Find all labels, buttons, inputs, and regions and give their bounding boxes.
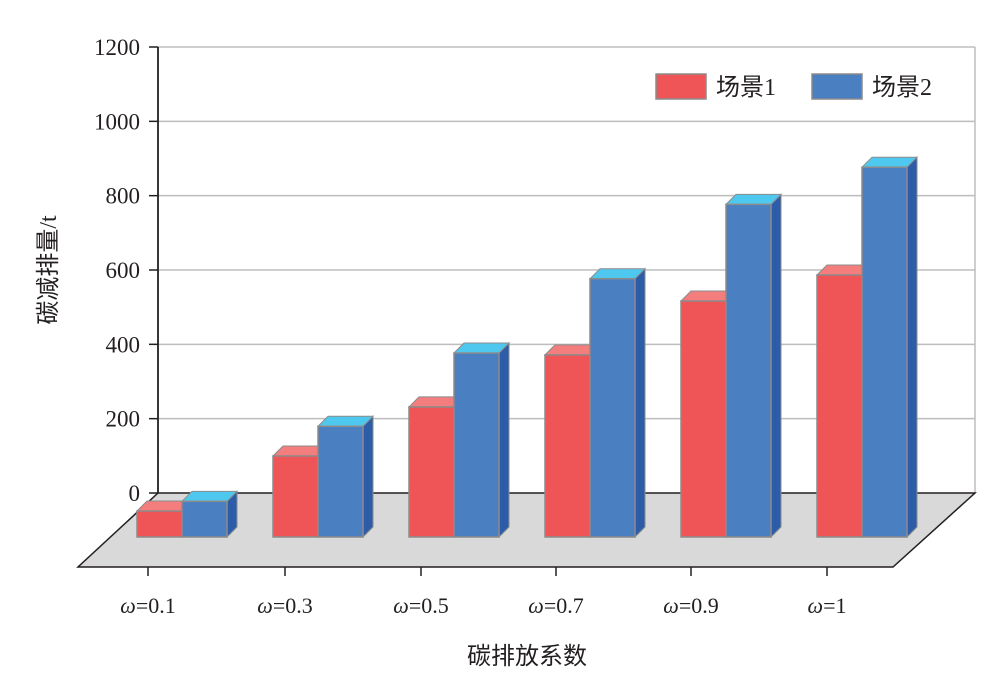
bar-front-face xyxy=(725,203,772,538)
y-tick-label: 1000 xyxy=(94,109,140,134)
legend-swatch xyxy=(811,73,863,100)
y-axis-title: 碳减排量/t xyxy=(35,215,62,325)
bar-side-face xyxy=(770,193,782,539)
x-tick-labels: ω=0.1 ω=0.3 ω=0.5 ω=0.7 ω=0.9 ω=1 xyxy=(120,593,846,618)
bar-front-face xyxy=(816,274,863,538)
bar-top-face xyxy=(180,490,239,502)
x-tick-label: ω=0.5 xyxy=(393,593,448,618)
bar-side-face xyxy=(906,155,918,539)
axes: 0 200 400 600 800 1000 1200 xyxy=(94,35,828,576)
x-tick-label: ω=0.7 xyxy=(528,593,583,618)
bars xyxy=(135,155,919,539)
x-axis-title: 碳排放系数 xyxy=(467,643,587,670)
bar-side-face xyxy=(498,341,510,539)
bar xyxy=(452,341,511,539)
bar-front-face xyxy=(136,510,183,538)
bar xyxy=(180,490,239,539)
y-tick-label: 800 xyxy=(106,184,141,209)
bar-front-face xyxy=(317,425,364,538)
x-tick-label: ω=0.9 xyxy=(663,593,718,618)
bar xyxy=(316,415,375,539)
bar-top-face xyxy=(588,268,647,280)
y-tick-label: 0 xyxy=(129,481,141,506)
legend-label: 场景2 xyxy=(872,75,932,101)
bar xyxy=(860,155,919,539)
y-tick-label: 1200 xyxy=(94,35,140,60)
y-tick-label: 400 xyxy=(106,332,141,357)
bar-front-face xyxy=(181,500,228,538)
bar-top-face xyxy=(860,156,919,168)
bar-side-face xyxy=(634,267,646,539)
bar-front-face xyxy=(861,166,908,538)
x-tick-label: ω=0.1 xyxy=(120,593,175,618)
bar-side-face xyxy=(362,415,374,539)
legend-label: 场景1 xyxy=(716,75,776,101)
bar-front-face xyxy=(544,354,591,538)
bar xyxy=(588,267,647,539)
legend-swatch xyxy=(655,73,707,100)
bar-front-face xyxy=(680,300,727,538)
bar-front-face xyxy=(453,352,500,538)
legend: 场景1 场景2 xyxy=(655,73,932,101)
y-tick-label: 200 xyxy=(106,407,141,432)
x-tick-label: ω=1 xyxy=(808,593,847,618)
bar-top-face xyxy=(316,415,375,427)
y-tick-label: 600 xyxy=(106,258,141,283)
bar xyxy=(724,193,783,539)
bar-front-face xyxy=(272,455,319,538)
bar-top-face xyxy=(724,193,783,205)
x-tick-label: ω=0.3 xyxy=(257,593,312,618)
bar-top-face xyxy=(452,342,511,354)
bar-front-face xyxy=(589,277,636,538)
bar-front-face xyxy=(408,406,455,538)
